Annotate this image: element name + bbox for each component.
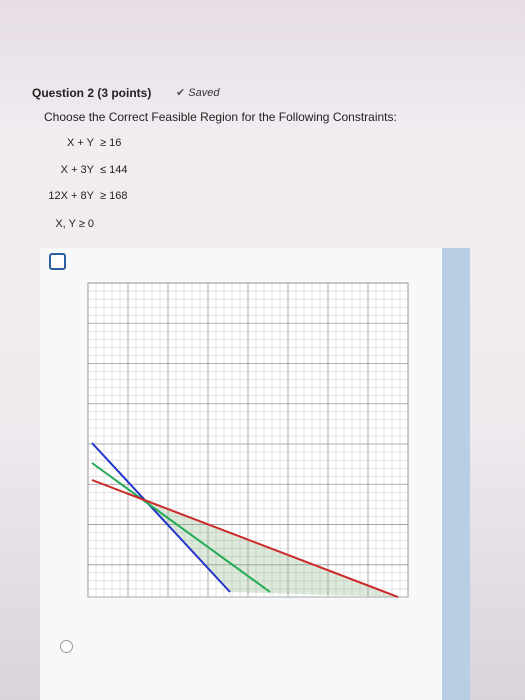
question-prompt: Choose the Correct Feasible Region for t… (44, 110, 397, 124)
constraint-lhs: X + 3Y (60, 164, 94, 176)
constraint-lhs: 12X + 8Y (48, 190, 94, 202)
constraint-lhs: X, Y ≥ 0 (55, 218, 94, 230)
answer-checkbox[interactable] (49, 253, 66, 270)
answer-panel (40, 248, 470, 700)
saved-status: Saved (176, 86, 219, 99)
constraint-rhs: ≤ 144 (100, 164, 128, 176)
answer-radio[interactable] (60, 640, 73, 653)
constraint-rhs: ≥ 16 (100, 137, 122, 149)
constraint-lhs: X + Y (66, 137, 94, 149)
constraint-rhs: ≥ 168 (100, 190, 128, 202)
question-title: Question 2 (3 points) (32, 86, 152, 100)
